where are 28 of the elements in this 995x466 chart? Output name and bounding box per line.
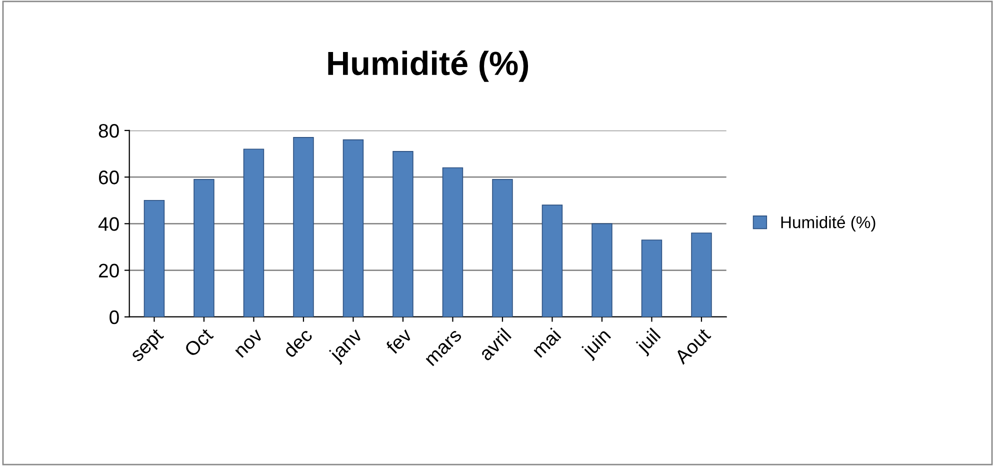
y-tick-label: 0 bbox=[110, 310, 119, 324]
x-tick-label: juil bbox=[634, 328, 664, 357]
x-tick-label: nov bbox=[235, 329, 264, 358]
x-tick-label: sept bbox=[130, 328, 167, 366]
bar bbox=[592, 223, 612, 317]
bar bbox=[641, 240, 662, 317]
bar bbox=[342, 139, 364, 317]
bar bbox=[542, 204, 563, 317]
x-tick-label: mai bbox=[530, 328, 562, 358]
bar bbox=[392, 151, 414, 317]
x-tick-label: fev bbox=[384, 326, 414, 355]
chart-title: Humidité (%) bbox=[328, 50, 528, 82]
bar bbox=[144, 200, 165, 317]
legend-label: Humidité (%) bbox=[781, 216, 876, 232]
y-tick-label: 80 bbox=[98, 124, 119, 138]
x-tick-label: dec bbox=[282, 326, 314, 358]
y-tick-label: 40 bbox=[98, 217, 119, 231]
bar bbox=[492, 178, 513, 317]
bar bbox=[293, 137, 314, 317]
bar bbox=[243, 148, 264, 317]
bar bbox=[691, 232, 712, 317]
x-tick-label: avril bbox=[478, 328, 512, 362]
bar bbox=[194, 178, 214, 317]
bar bbox=[442, 167, 464, 317]
y-tick-label: 60 bbox=[98, 170, 119, 184]
x-tick-label: Oct bbox=[184, 327, 214, 358]
x-tick-label: juin bbox=[580, 327, 614, 362]
y-tick-label: 20 bbox=[98, 264, 119, 278]
